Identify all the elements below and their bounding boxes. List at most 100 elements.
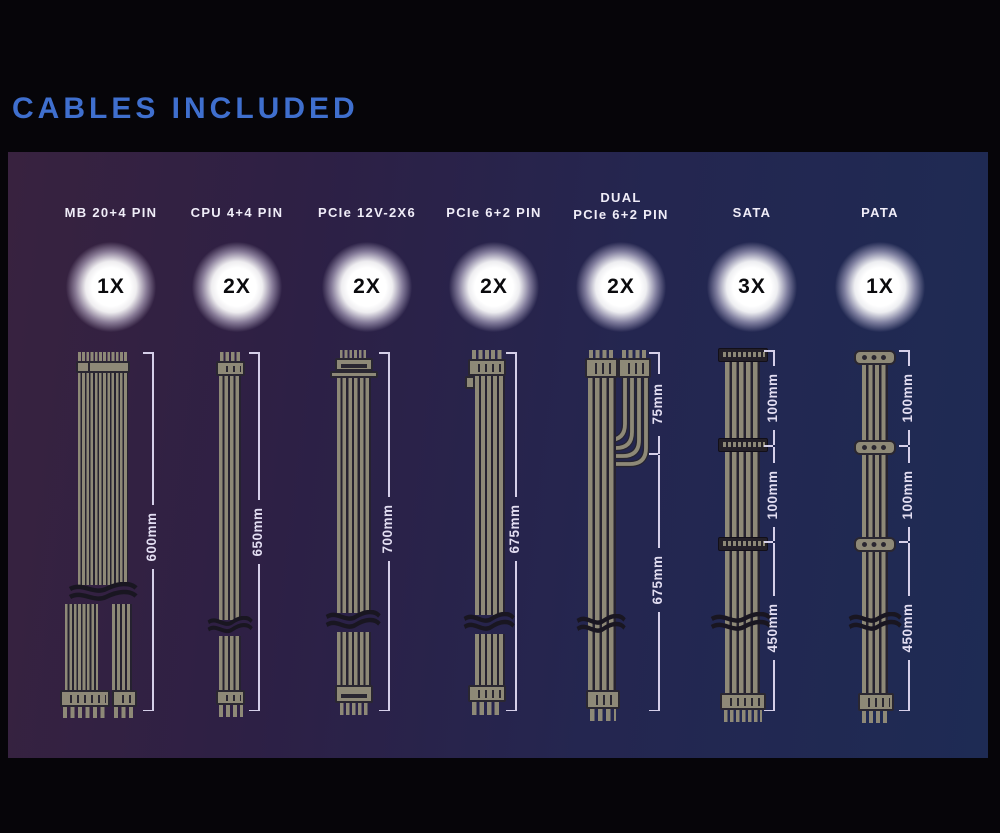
bracket-line [388, 561, 390, 711]
bracket-line [515, 561, 517, 711]
length-break-icon [207, 616, 253, 634]
connector-blocks [590, 694, 616, 705]
column-header-12v2x6: PCIe 12V-2X6 [318, 205, 416, 220]
bracket-tick [899, 445, 908, 447]
column-header-sata: SATA [732, 205, 772, 220]
bracket-line [258, 352, 260, 500]
qty-text: 2X [223, 275, 251, 298]
connector-top [335, 358, 373, 371]
column-header-pcie62: PCIe 6+2 PIN [446, 205, 542, 220]
bracket-hook [764, 350, 773, 352]
qty-text: 3X [738, 275, 766, 298]
connector-bottom-20pin [60, 690, 110, 707]
qty-badge-mb: 1X [66, 242, 156, 332]
connector-contacts [723, 541, 765, 546]
bracket-line [658, 352, 660, 374]
column-header-cpu: CPU 4+4 PIN [190, 205, 284, 220]
connector-pin-holes [860, 355, 890, 360]
length-break-icon [576, 614, 626, 633]
connector-pins-icon [340, 703, 368, 715]
bracket-hook [899, 709, 908, 711]
bracket-tick [899, 541, 908, 543]
length-break-icon [710, 612, 772, 631]
connector-pins-icon [114, 707, 135, 718]
connector-top [468, 359, 506, 376]
column-header-dual: DUAL PCIe 6+2 PIN [541, 189, 701, 223]
connector-bottom [468, 685, 506, 702]
connector-top-left [585, 358, 618, 378]
connector-slot [341, 694, 367, 698]
bracket-line [258, 564, 260, 711]
bracket-hook [764, 709, 773, 711]
bracket-line [908, 543, 910, 596]
connector-plus2-clip [465, 376, 475, 389]
page-title: CABLES INCLUDED [12, 92, 359, 125]
connector-blocks [116, 694, 133, 703]
qty-badge-dual: 2X [576, 242, 666, 332]
connector-pins-icon [589, 350, 615, 358]
cable-strands [337, 632, 371, 685]
daisy-chain-curve [594, 378, 650, 468]
cable-column-cpu: 650mm [8, 152, 988, 758]
connector-pins-icon [622, 350, 648, 358]
sata-connector-2 [718, 438, 768, 452]
bracket-line [908, 350, 910, 366]
connector-top [76, 361, 130, 373]
cable-column-pcie62: 675mm [8, 152, 988, 758]
connector-top-right [618, 358, 651, 378]
qty-text: 1X [97, 275, 125, 298]
connector-bottom [335, 685, 373, 703]
connector-blocks [724, 697, 762, 706]
cable-column-mb: 600mm [8, 152, 988, 758]
cable-column-pata: 100mm 100mm 450mm [8, 152, 988, 758]
connector-blocks [472, 363, 502, 372]
cable-strands [862, 352, 888, 693]
column-header-dual-line2: PCIe 6+2 PIN [573, 207, 669, 222]
cable-strands [65, 604, 98, 690]
connector-blocks [589, 362, 614, 374]
molex-connector-1 [854, 350, 896, 365]
bracket-tick [649, 453, 658, 455]
connector-pins-icon [590, 709, 616, 721]
bracket-line [908, 430, 910, 445]
cable-strands [725, 352, 760, 693]
bracket-line [908, 447, 910, 463]
qty-badge-pata: 1X [835, 242, 925, 332]
bracket-hook [249, 709, 258, 711]
connector-blocks [64, 694, 106, 703]
bracket-line [773, 660, 775, 711]
cable-column-12v2x6: 700mm [8, 152, 988, 758]
qty-badge-sata: 3X [707, 242, 797, 332]
connector-pin-holes [860, 542, 890, 547]
bracket-line [388, 352, 390, 497]
connector-pins-icon [724, 710, 762, 722]
column-header-mb: MB 20+4 PIN [64, 205, 158, 220]
length-break-icon [325, 610, 381, 629]
bracket-tick [764, 541, 773, 543]
bracket-line [908, 527, 910, 541]
connector-slot [341, 364, 367, 368]
connector-bottom [216, 690, 245, 705]
bracket-line [773, 350, 775, 366]
molex-connector-2 [854, 440, 896, 455]
connector-pins-icon [220, 352, 242, 361]
cable-column-sata: 100mm 100mm 450mm [8, 152, 988, 758]
connector-blocks [472, 689, 502, 698]
connector-blocks [862, 697, 890, 707]
qty-text: 1X [866, 275, 894, 298]
qty-text: 2X [607, 275, 635, 298]
connector-pins-icon [63, 707, 107, 718]
bracket-hook [249, 352, 258, 354]
bracket-line [908, 660, 910, 711]
length-label: 450mm [900, 603, 915, 653]
connector-flange [330, 371, 378, 378]
connector-bottom [586, 690, 620, 709]
cable-strands [219, 636, 241, 690]
connector-pins-icon [340, 350, 368, 358]
length-label: 100mm [900, 470, 915, 520]
connector-pins-icon [472, 350, 502, 359]
cable-strands [112, 604, 132, 690]
bracket-line [152, 569, 154, 711]
qty-badge-pcie62: 2X [449, 242, 539, 332]
